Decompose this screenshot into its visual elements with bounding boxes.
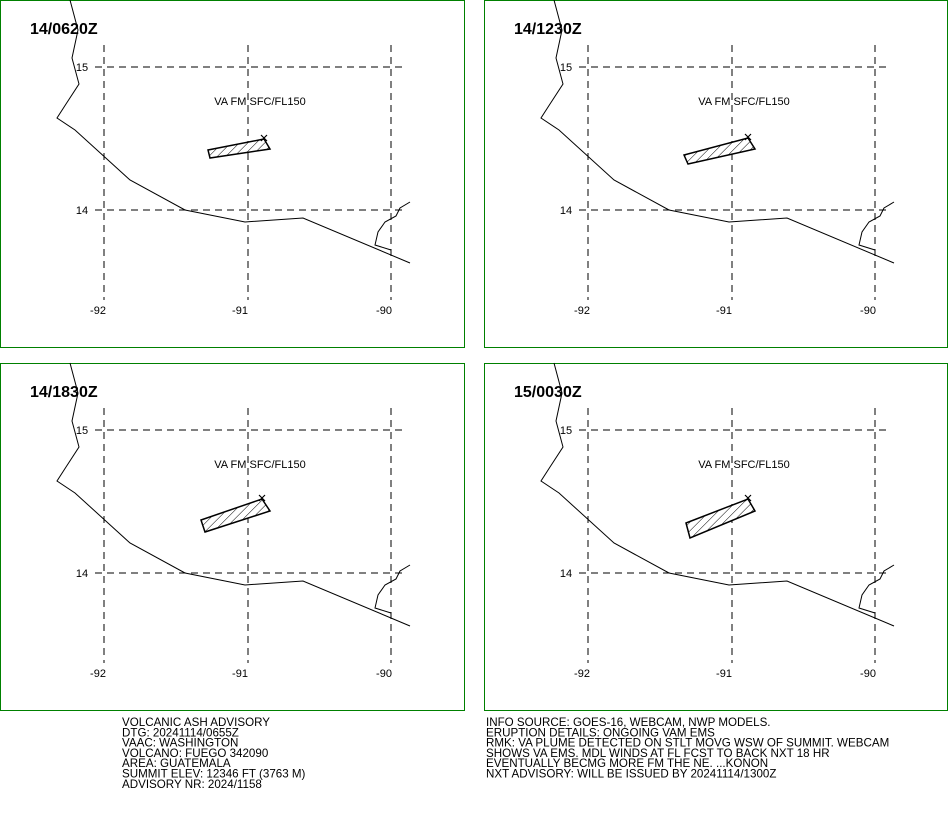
ash-plume — [685, 498, 757, 540]
volcano-marker — [258, 494, 266, 502]
coastline — [374, 201, 411, 251]
lon-label: -92 — [574, 305, 590, 317]
advisory-line: VOLCANO: FUEGO 342090 — [122, 747, 268, 760]
lon-label: -90 — [860, 668, 876, 680]
lon-label: -92 — [574, 668, 590, 680]
advisory-line: DTG: 20241114/0655Z — [122, 726, 239, 739]
lat-label: 14 — [560, 205, 572, 217]
map-panel: 15/0030Z VA FM SFC/FL150 15 14 -92 -91 -90 — [484, 362, 948, 711]
lat-label: 15 — [560, 425, 572, 437]
volcano-marker — [260, 134, 268, 142]
advisory-line: SHOWS VA EMS. MDL WINDS AT FL FCST TO BA… — [486, 747, 830, 760]
panel-frame — [0, 0, 465, 348]
coastline — [56, 0, 411, 264]
volcano-marker — [744, 494, 752, 502]
lat-label: 14 — [76, 205, 88, 217]
coastline — [858, 201, 895, 251]
lat-label: 14 — [560, 568, 572, 580]
coastline — [858, 564, 895, 614]
lon-label: -91 — [232, 668, 248, 680]
ash-plume — [207, 138, 272, 159]
panel-frame — [484, 0, 948, 348]
panel-frame — [0, 363, 465, 711]
advisory-line: EVENTUALLY BECMG MORE FM THE NE. ...KONO… — [486, 757, 768, 770]
coastline — [374, 564, 411, 614]
map-panel: 14/1230Z VA FM SFC/FL150 15 14 -92 -91 -90 — [484, 0, 948, 348]
plume-label: VA FM SFC/FL150 — [698, 96, 790, 108]
lon-label: -90 — [376, 668, 392, 680]
coastline — [540, 0, 895, 264]
lon-label: -91 — [232, 305, 248, 317]
advisory-line: ADVISORY NR: 2024/1158 — [122, 778, 262, 791]
advisory-line: VOLCANIC ASH ADVISORY — [122, 716, 270, 729]
panel-time: 15/0030Z — [514, 384, 582, 401]
advisory-line: SUMMIT ELEV: 12346 FT (3763 M) — [122, 768, 306, 781]
lat-label: 15 — [76, 425, 88, 437]
lon-label: -92 — [90, 668, 106, 680]
lon-label: -90 — [860, 305, 876, 317]
advisory-line: AREA: GUATEMALA — [122, 757, 231, 770]
advisory-line: NXT ADVISORY: WILL BE ISSUED BY 20241114… — [486, 768, 776, 781]
panel-frame — [484, 363, 948, 711]
advisory-line: VAAC: WASHINGTON — [122, 737, 238, 750]
ash-plume — [682, 137, 757, 165]
lon-label: -90 — [376, 305, 392, 317]
volcano-marker — [744, 133, 752, 141]
panel-time: 14/1830Z — [30, 384, 98, 401]
plume-label: VA FM SFC/FL150 — [214, 459, 306, 471]
lat-label: 15 — [76, 62, 88, 74]
ash-plume — [200, 498, 272, 533]
lat-label: 15 — [560, 62, 572, 74]
coastline — [56, 362, 411, 627]
lat-label: 14 — [76, 568, 88, 580]
lon-label: -91 — [716, 668, 732, 680]
plume-label: VA FM SFC/FL150 — [698, 459, 790, 471]
panel-time: 14/1230Z — [514, 21, 582, 38]
map-panel: 14/0620Z VA FM SFC/FL150 15 14 -92 -91 -90 — [0, 0, 465, 348]
advisory-line: ERUPTION DETAILS: ONGOING VAM EMS — [486, 726, 715, 739]
advisory-line: INFO SOURCE: GOES-16, WEBCAM, NWP MODELS… — [486, 716, 771, 729]
plume-label: VA FM SFC/FL150 — [214, 96, 306, 108]
coastline — [540, 362, 895, 627]
lon-label: -91 — [716, 305, 732, 317]
panel-time: 14/0620Z — [30, 21, 98, 38]
advisory-line: RMK: VA PLUME DETECTED ON STLT MOVG WSW … — [486, 737, 889, 750]
lon-label: -92 — [90, 305, 106, 317]
map-panel: 14/1830Z VA FM SFC/FL150 15 14 -92 -91 -90 — [0, 362, 465, 711]
